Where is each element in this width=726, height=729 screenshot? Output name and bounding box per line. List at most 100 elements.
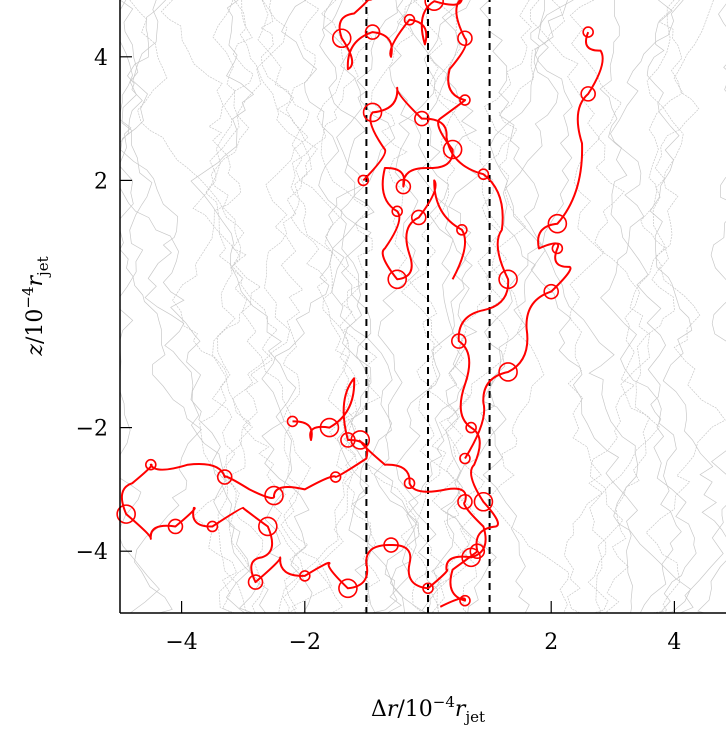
trajectory-loop [298, 570, 311, 582]
background-trace [386, 0, 478, 614]
background-trace [315, 0, 374, 614]
y-axis-label: z/10−4rjet [19, 256, 52, 356]
background-trace [440, 0, 574, 614]
trajectory-series-4 [464, 31, 604, 460]
trajectory-loop [457, 493, 473, 510]
background-trace [529, 0, 641, 614]
trajectory-loop [543, 283, 560, 300]
background-trace [646, 0, 726, 614]
trajectory-loop [286, 415, 299, 428]
background-trace [679, 3, 726, 614]
background-trace [119, 0, 261, 614]
trajectory-loop [403, 477, 416, 490]
trajectory-loop [395, 178, 412, 195]
trajectory-loop [357, 174, 370, 187]
trajectory-loop [340, 432, 356, 448]
trajectory-loop [350, 430, 371, 450]
background-trace [234, 0, 312, 614]
background-trace [587, 0, 714, 614]
background-trace [645, 0, 726, 614]
dashed-reference-lines [365, 0, 491, 613]
trajectory-series-1 [338, 0, 468, 281]
trajectory-series-2 [362, 86, 510, 608]
trajectory-loop [580, 86, 596, 102]
trajectory-loop [116, 504, 136, 524]
trajectory-loop [459, 594, 471, 607]
trajectory-loop [391, 205, 404, 218]
trajectory-loop [461, 547, 481, 568]
trajectory-loop [450, 333, 467, 349]
trajectory-loop [582, 26, 594, 38]
background-trace [190, 0, 297, 614]
background-trace [604, 0, 700, 614]
background-trace [160, 0, 266, 614]
trajectory-loop [410, 209, 427, 226]
x-tick-label: −2 [289, 630, 321, 655]
trajectory-loop [459, 94, 471, 106]
background-trace [400, 0, 475, 614]
y-tick-label: 2 [94, 169, 108, 194]
background-trace [257, 0, 445, 614]
trajectory-loop [465, 421, 477, 434]
trajectory-loop [264, 485, 284, 506]
background-trace [530, 0, 691, 614]
background-trace [610, 0, 697, 614]
trajectory-loop [206, 520, 219, 533]
trajectory-loop [459, 452, 471, 465]
trajectory-loop [477, 168, 490, 181]
background-trace [487, 0, 569, 614]
background-trace [276, 0, 354, 614]
background-trace [119, 0, 160, 614]
background-trace [205, 0, 278, 614]
trajectory-loop [414, 110, 430, 127]
trajectory-loop [424, 0, 444, 11]
background-trace [389, 0, 454, 614]
x-axis-label: Δr/10−4rjet [371, 693, 485, 726]
trajectory-loop [247, 574, 264, 590]
background-trace [261, 0, 375, 614]
trajectory-loop [364, 24, 381, 40]
trajectory-loop [498, 362, 518, 382]
trajectory-loop [551, 242, 564, 255]
trajectory-loop [498, 269, 518, 290]
background-trace [427, 0, 479, 614]
background-trace [119, 0, 202, 614]
background-trace [430, 0, 508, 614]
background-trace [119, 0, 251, 614]
trajectory-loop [469, 543, 486, 560]
background-trajectories [119, 0, 726, 614]
trajectory-loop [338, 578, 358, 599]
x-tick-label: 4 [667, 630, 681, 655]
background-trace [365, 0, 471, 614]
trajectory-loop [403, 13, 416, 26]
background-trace [281, 0, 426, 614]
y-tick-label: −2 [76, 417, 108, 442]
background-trace [260, 0, 309, 614]
trajectory-loop [167, 518, 184, 535]
background-trace [564, 0, 625, 614]
background-trace [290, 0, 381, 614]
trajectory-loop [456, 224, 468, 236]
trajectory-loop [547, 213, 568, 234]
background-trace [323, 0, 396, 614]
x-tick-label: −4 [165, 630, 197, 655]
x-tick-label: 2 [544, 630, 558, 655]
y-tick-label: −4 [76, 540, 108, 565]
trajectory-loop [387, 269, 408, 290]
background-trace [192, 0, 332, 614]
trajectory-loop [362, 102, 383, 123]
trajectory-loop [319, 417, 340, 438]
highlighted-trajectories [116, 0, 604, 608]
y-tick-label: 4 [94, 46, 108, 71]
trajectory-loop [473, 491, 494, 512]
trajectory-loop [331, 28, 352, 49]
background-trace [480, 0, 568, 614]
trajectory-loop [145, 458, 157, 471]
axes-frame [119, 0, 726, 614]
trajectory-loop [383, 537, 399, 553]
trajectory-loop [457, 30, 473, 47]
background-trace [371, 0, 461, 614]
tick-marks [120, 56, 676, 613]
tick-labels: −4 −2 2 4 −4 −2 2 4 [76, 46, 682, 655]
